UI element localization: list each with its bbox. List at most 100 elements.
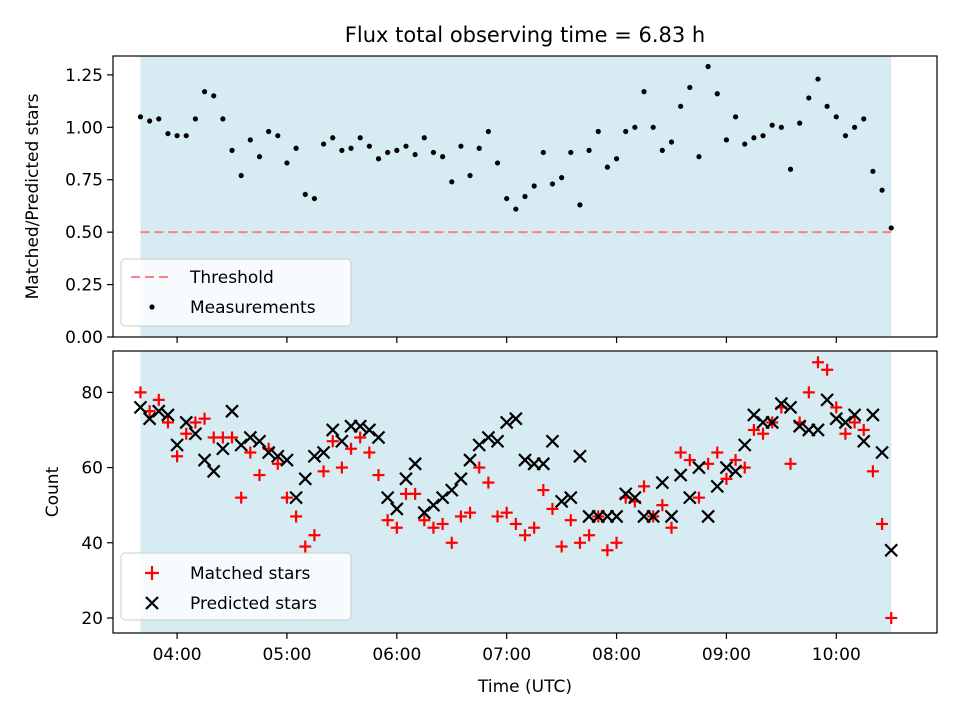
legend-matched-swatch — [145, 566, 159, 580]
matched-star-point — [427, 521, 440, 534]
measurement-point — [137, 114, 144, 120]
measurement-point — [430, 149, 437, 156]
matched-star-point — [839, 427, 852, 440]
matched-star-point — [656, 499, 669, 512]
top-x-axis-ticks — [176, 337, 837, 343]
predicted-star-point — [362, 423, 377, 437]
measurement-point — [559, 175, 565, 181]
x-tick-label: 04:00 — [153, 645, 202, 665]
measurement-point — [504, 195, 510, 202]
top-y-axis-label: Matched/Predicted stars — [23, 93, 43, 299]
measurement-point — [751, 135, 757, 141]
predicted-star-point — [252, 434, 267, 449]
measurement-point — [339, 147, 345, 153]
measurement-point — [650, 124, 656, 130]
y-tick-label: 1.25 — [65, 66, 103, 86]
measurement-point — [513, 206, 519, 212]
predicted-star-point — [573, 449, 587, 464]
predicted-star-point — [216, 441, 230, 456]
matched-star-point — [573, 536, 586, 549]
predicted-star-point — [875, 445, 889, 460]
measurement-point — [632, 124, 638, 130]
matched-star-point — [409, 487, 422, 500]
measurement-point — [842, 133, 849, 139]
matched-star-point — [665, 521, 678, 534]
matched-star-point — [473, 461, 486, 474]
measurement-point — [165, 130, 171, 137]
predicted-star-point — [307, 449, 322, 464]
measurement-point — [247, 137, 253, 143]
predicted-star-point — [692, 460, 706, 475]
matched-star-point — [363, 446, 376, 459]
measurement-point — [806, 95, 812, 101]
measurement-point — [668, 139, 675, 145]
measurement-point — [293, 145, 299, 151]
matched-star-point — [711, 446, 724, 459]
measurement-point — [192, 116, 198, 122]
measurement-point — [769, 122, 775, 128]
predicted-star-point — [628, 490, 642, 505]
legend-predicted-swatch — [145, 596, 159, 610]
bottom-axes-frame — [112, 350, 938, 634]
legend-measurements-swatch — [149, 304, 155, 310]
predicted-star-point — [408, 457, 422, 471]
legend-matched-label: Matched stars — [190, 564, 310, 584]
predicted-star-point — [820, 393, 834, 407]
x-tick-label: 06:00 — [372, 645, 421, 665]
matched-star-point — [345, 442, 358, 455]
measurement-point — [183, 133, 189, 139]
top-y-axis-ticks: 0.00 0.25 0.50 0.75 1.00 1.25 — [65, 66, 113, 348]
predicted-star-point — [811, 423, 825, 437]
y-tick-label: 40 — [81, 534, 103, 554]
predicted-star-point — [655, 475, 670, 490]
predicted-star-point — [618, 487, 633, 501]
predicted-star-point — [856, 434, 871, 449]
measurement-point — [211, 93, 217, 99]
measurement-point — [815, 76, 821, 82]
measurement-point — [742, 141, 748, 147]
measurement-point — [147, 118, 153, 124]
predicted-star-point — [271, 449, 285, 464]
predicted-star-point — [646, 509, 660, 524]
measurement-point — [577, 202, 583, 208]
measurement-point — [485, 128, 491, 135]
matched-star-point — [464, 506, 477, 519]
predicted-star-point — [463, 453, 477, 467]
measurement-point — [229, 147, 235, 153]
matched-star-point — [180, 427, 193, 440]
matched-star-point — [290, 510, 303, 523]
matched-star-point — [299, 540, 312, 553]
measurement-point — [357, 135, 363, 141]
measurement-point — [879, 187, 885, 193]
matched-star-point — [537, 484, 550, 497]
predicted-star-point — [435, 490, 450, 505]
bottom-x-axis-ticks: 04:00 05:00 06:00 07:00 08:00 09:00 10:00 — [153, 633, 861, 665]
matched-star-point — [848, 416, 861, 429]
matched-star-point — [729, 454, 742, 467]
measurement-point — [540, 149, 546, 156]
matched-star-point — [747, 423, 760, 436]
measurement-point — [256, 154, 263, 160]
predicted-star-point — [188, 426, 203, 441]
predicted-star-point — [390, 502, 404, 516]
matched-star-point — [519, 529, 531, 542]
matched-star-point — [418, 514, 431, 527]
y-tick-label: 0.75 — [65, 171, 103, 191]
legend-predicted-label: Predicted stars — [190, 594, 317, 614]
measurement-point — [824, 103, 830, 109]
measurement-point — [760, 133, 766, 139]
predicted-stars-points — [133, 393, 899, 558]
matched-star-point — [683, 454, 696, 467]
measurement-point — [705, 63, 711, 70]
y-tick-label: 60 — [81, 459, 103, 479]
predicted-star-point — [289, 490, 303, 505]
measurement-point — [201, 89, 208, 95]
predicted-star-point — [609, 509, 624, 524]
measurement-point — [440, 154, 446, 160]
measurement-point — [320, 141, 327, 147]
y-tick-label: 80 — [81, 383, 103, 403]
predicted-star-point — [683, 490, 697, 505]
matched-star-point — [308, 529, 321, 542]
measurement-point — [302, 191, 308, 198]
predicted-star-point — [728, 464, 743, 479]
